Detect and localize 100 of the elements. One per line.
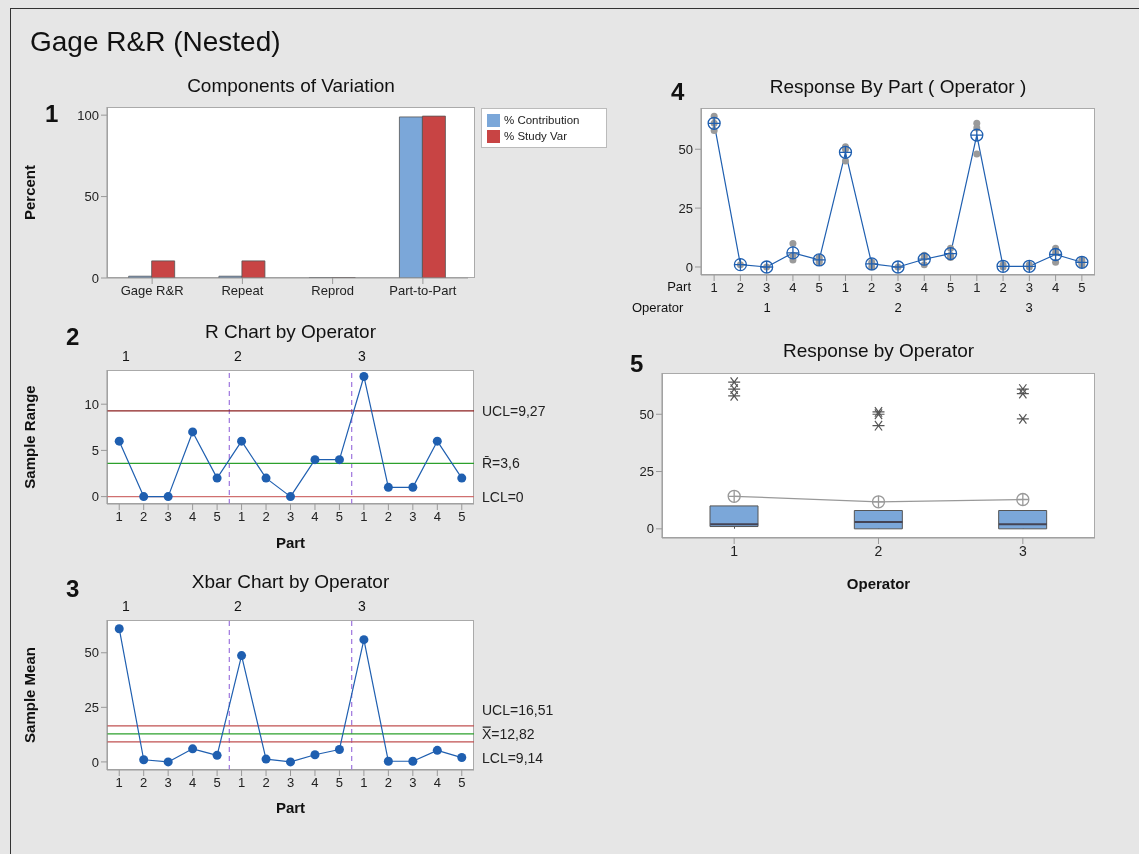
- text: 3: [358, 348, 366, 364]
- x-tick-label: 1: [841, 280, 850, 296]
- x-tick-label: 4: [189, 509, 197, 525]
- y-axis-title: Sample Mean: [21, 647, 39, 743]
- ref-line-label: UCL=16,51: [482, 701, 554, 718]
- y-axis-title: Percent: [21, 164, 39, 221]
- ref-line-label: X̿=12,82: [481, 725, 535, 742]
- x-tick-label: 2: [384, 509, 392, 525]
- x-tick-label: 1: [115, 509, 123, 525]
- x-tick-label: 2: [868, 280, 876, 296]
- text: 2: [234, 348, 242, 364]
- y-tick-label: 0: [91, 754, 99, 770]
- x-axis-title: Part: [275, 534, 306, 551]
- x-tick-label: Part-to-Part: [389, 283, 457, 299]
- x-tick-label: 4: [920, 280, 928, 296]
- y-tick-label: 50: [84, 189, 99, 205]
- x-axis-title: Part: [667, 279, 692, 294]
- x-tick-label: 2: [874, 542, 883, 559]
- y-tick-label: 0: [91, 489, 99, 505]
- text: 1: [45, 100, 59, 128]
- ref-line-label: R̄=3,6: [482, 455, 520, 472]
- x-tick-label: 3: [286, 775, 295, 791]
- x-tick-label: 4: [311, 775, 319, 791]
- ref-line-label: LCL=0: [482, 488, 524, 505]
- x-tick-label: 4: [311, 509, 319, 525]
- x-tick-label: 1: [973, 280, 981, 296]
- x-tick-label: 5: [458, 775, 466, 791]
- text: 2: [894, 300, 902, 315]
- x-tick-label: 3: [894, 280, 902, 296]
- text: Operator: [632, 300, 684, 315]
- x-tick-label: 2: [736, 280, 745, 296]
- x-tick-label: 5: [946, 280, 955, 296]
- y-axis-title: Sample Range: [21, 385, 39, 489]
- x-tick-label: 4: [433, 509, 441, 525]
- x-tick-label: 1: [360, 775, 368, 791]
- x-tick-label: 3: [164, 509, 172, 525]
- text: 1: [763, 300, 771, 315]
- x-tick-label: 5: [335, 509, 344, 525]
- x-tick-label: 1: [237, 775, 246, 791]
- x-tick-label: 3: [286, 509, 295, 525]
- x-tick-label: 2: [140, 775, 148, 791]
- y-tick-label: 0: [685, 259, 693, 275]
- x-tick-label: 3: [763, 280, 771, 296]
- x-tick-label: 2: [262, 775, 270, 791]
- legend-label: % Study Var: [504, 130, 568, 142]
- text: 3: [1025, 300, 1033, 315]
- x-tick-label: 5: [335, 775, 344, 791]
- y-tick-label: 0: [91, 270, 99, 286]
- text: 3: [66, 575, 80, 603]
- x-tick-label: Repeat: [221, 283, 264, 299]
- chart-title: R Chart by Operator: [204, 321, 377, 342]
- ref-line-label: LCL=9,14: [482, 749, 544, 766]
- x-tick-label: 2: [262, 509, 270, 525]
- x-axis-title: Part: [275, 799, 306, 816]
- text: 1: [122, 598, 130, 614]
- text: 3: [358, 598, 366, 614]
- text: 2: [66, 323, 80, 351]
- x-tick-label: 2: [384, 775, 392, 791]
- y-tick-label: 25: [639, 464, 654, 480]
- text: 4: [671, 78, 685, 106]
- x-tick-label: 4: [189, 775, 197, 791]
- y-tick-label: 25: [84, 699, 99, 715]
- x-tick-label: 5: [815, 280, 823, 296]
- y-tick-label: 25: [678, 200, 693, 216]
- x-tick-label: 2: [999, 280, 1007, 296]
- y-tick-label: 5: [91, 443, 99, 459]
- x-tick-label: 4: [789, 280, 797, 296]
- x-axis-title: Operator: [846, 575, 911, 592]
- chart-title: Components of Variation: [186, 75, 396, 97]
- x-tick-label: 5: [213, 775, 221, 791]
- y-tick-label: 50: [678, 141, 693, 157]
- y-tick-label: 0: [646, 521, 654, 537]
- x-tick-label: 1: [730, 542, 739, 559]
- x-tick-label: 2: [140, 509, 148, 525]
- x-tick-label: 3: [164, 775, 172, 791]
- x-tick-label: 1: [237, 509, 246, 525]
- text: 2: [234, 598, 242, 614]
- y-tick-label: 50: [639, 406, 654, 422]
- chart-title: Response By Part ( Operator ): [769, 76, 1027, 97]
- legend-label: % Contribution: [504, 114, 580, 126]
- x-tick-label: 3: [409, 509, 417, 525]
- x-tick-label: 4: [1051, 280, 1060, 296]
- x-tick-label: 3: [1025, 280, 1033, 296]
- y-tick-label: 100: [77, 107, 99, 123]
- x-tick-label: 5: [458, 509, 466, 525]
- chart-title: Response by Operator: [782, 340, 975, 361]
- x-tick-label: 1: [710, 280, 718, 296]
- y-tick-label: 10: [84, 396, 99, 412]
- text: 1: [122, 348, 130, 364]
- x-tick-label: 1: [360, 509, 368, 525]
- x-tick-label: 4: [433, 775, 441, 791]
- chart-title: Xbar Chart by Operator: [191, 571, 390, 592]
- x-tick-label: 1: [115, 775, 123, 791]
- x-tick-label: 3: [409, 775, 417, 791]
- x-tick-label: 3: [1018, 542, 1027, 559]
- x-tick-label: 5: [1078, 280, 1086, 296]
- ref-line-label: UCL=9,27: [482, 402, 546, 419]
- x-tick-label: Gage R&R: [120, 283, 184, 299]
- text: Gage R&R (Nested): [30, 26, 281, 58]
- y-tick-label: 50: [84, 645, 99, 661]
